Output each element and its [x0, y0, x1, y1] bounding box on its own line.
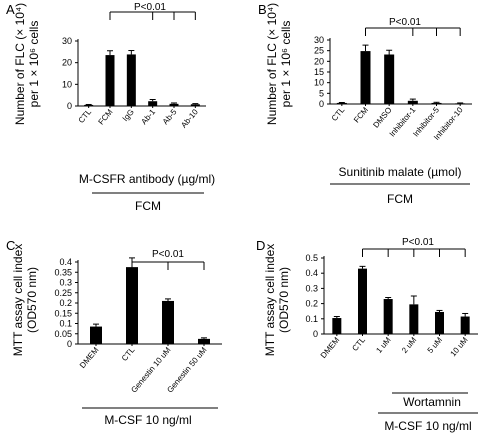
panel-c-ytick-label: 0.4 [59, 257, 72, 267]
panel-d-category-label: 5 uM [426, 335, 445, 355]
panel-b-ytick-label: 5 [319, 88, 324, 98]
panel-a-ytick-label: 10 [62, 79, 72, 89]
panel-a-letter: A [6, 2, 15, 17]
panel-a-ytick-label: 20 [62, 58, 72, 68]
panel-a-category-label: CTL [77, 107, 94, 125]
panel-d-letter: D [256, 238, 265, 253]
panel-d-ytick-label: 0.3 [305, 283, 318, 293]
panel-d-ytick-label: 0.2 [305, 299, 318, 309]
panel-c-letter: C [6, 238, 15, 253]
panel-d-category-label: 1 uM [374, 335, 393, 355]
panel-d-bar [332, 318, 342, 334]
panel-a-category-label: FCM [96, 107, 114, 126]
panel-c-ylabel-line2: (OD570 nm) [25, 267, 39, 333]
panel-d-ytick-label: 0.4 [305, 268, 318, 278]
panel-b-bar [431, 102, 442, 104]
panel-c-ytick-label: 0.2 [59, 298, 72, 308]
panel-c-group-label: M-CSF 10 ng/ml [104, 413, 191, 427]
panel-d-category-label: CTL [350, 335, 367, 353]
panel-c-ytick-label: 0.35 [54, 267, 72, 277]
panel-b-treatment-label: Sunitinib malate (µmol) [339, 165, 462, 179]
panel-a-bar [84, 104, 94, 106]
panel-d-significance-label: P<0.01 [402, 237, 434, 248]
panel-d-bar [383, 299, 393, 334]
panel-b-bar [384, 54, 395, 104]
panel-b-bar [407, 100, 418, 104]
panel-b-letter: B [258, 2, 267, 17]
panel-b-bar [336, 102, 347, 104]
panel-a-significance-label: P<0.01 [134, 2, 166, 13]
panel-a-treatment-label: M-CSFR antibody (µg/ml) [79, 172, 215, 186]
panel-d-category-label: 2 uM [400, 335, 419, 355]
panel-d-treatment-label: Wortamnin [403, 395, 461, 409]
panel-b-bar [455, 103, 466, 105]
panel-a-category-label: IgG [121, 108, 136, 124]
panel-b-ytick-label: 20 [314, 56, 324, 66]
panel-b-ylabel-line1: Number of FLC (× 10⁴) [265, 3, 279, 125]
panel-b-ytick-label: 30 [314, 35, 324, 45]
panel-b-category-label: FCM [352, 105, 370, 124]
panel-c-ytick-label: 0.25 [54, 288, 72, 298]
panel-a-bar [169, 103, 179, 106]
panel-c-significance-label: P<0.01 [152, 249, 184, 260]
panel-a-bar [148, 101, 158, 106]
panel-c-ytick-label: 0.1 [59, 319, 72, 329]
panel-c-bar [162, 300, 174, 344]
panel-c-ytick-label: 0 [67, 339, 72, 349]
panel-a-ylabel-line1: Number of FLC (× 10⁴) [13, 3, 27, 125]
panel-b-ytick-label: 10 [314, 78, 324, 88]
panel-a-ytick-label: 30 [62, 36, 72, 46]
panel-c-bar [126, 267, 138, 344]
panel-b-ylabel-line2: per 1 × 10⁶ cells [279, 21, 293, 108]
panel-d-bar [435, 311, 444, 334]
panel-c-ytick-label: 0.15 [54, 308, 72, 318]
panel-a-category-label: Ab-1 [139, 107, 157, 126]
panel-c-bar [90, 326, 102, 344]
panel-d-group-label: M-CSF 10 ng/ml [384, 419, 471, 433]
panel-c-category-label: CTL [120, 345, 137, 363]
panel-b-significance-label: P<0.01 [389, 17, 421, 28]
panel-a-category-label: Ab-10 [179, 107, 200, 130]
panel-b-ytick-label: 25 [314, 46, 324, 56]
panel-d-category-label: 10 uM [449, 335, 470, 358]
panel-d-ytick-label: 0.5 [305, 253, 318, 263]
panel-c-category-label: Genestin 50 uM [165, 345, 208, 394]
panel-c-ytick-label: 0.05 [54, 329, 72, 339]
panel-a-category-label: Ab-5 [161, 107, 179, 126]
panel-a-group-label: FCM [135, 199, 161, 213]
panel-d-bar [460, 316, 470, 334]
panel-b-ytick-label: 15 [314, 67, 324, 77]
panel-c-ytick-label: 0.3 [59, 278, 72, 288]
panel-d-category-label: DMEM [319, 335, 342, 360]
panel-d-bar [409, 304, 419, 334]
panel-d-ylabel-line2: (OD570 nm) [277, 267, 291, 333]
panel-c: C MTT assay cell index (OD570 nm) M-CSF … [6, 238, 222, 427]
panel-a-bar [126, 54, 136, 106]
panel-a: A Number of FLC (× 10⁴) per 1 × 10⁶ cell… [6, 2, 215, 213]
panel-b-group-label: FCM [387, 192, 413, 206]
panel-d-ylabel-line1: MTT assay cell index [263, 244, 277, 356]
panel-a-bar [190, 104, 200, 106]
panel-a-ylabel-line2: per 1 × 10⁶ cells [27, 21, 41, 108]
panel-d-ytick-label: 0.1 [305, 314, 318, 324]
panel-d-ytick-label: 0 [313, 329, 318, 339]
panel-c-bar [198, 338, 210, 344]
panel-a-ytick-label: 0 [67, 101, 72, 111]
panel-b-bar [360, 51, 371, 104]
panel-b-category-label: CTL [330, 105, 347, 123]
panel-d-bar [358, 268, 367, 334]
panel-b: B Number of FLC (× 10⁴) per 1 × 10⁶ cell… [258, 2, 472, 206]
panel-c-ylabel-line1: MTT assay cell index [11, 244, 25, 356]
panel-d: D MTT assay cell index (OD570 nm) Wortam… [256, 237, 478, 433]
panel-b-category-label: DMSO [371, 106, 393, 130]
panel-b-ytick-label: 0 [319, 99, 324, 109]
panel-a-bar [105, 55, 115, 106]
panel-c-category-label: DMEM [78, 345, 101, 370]
